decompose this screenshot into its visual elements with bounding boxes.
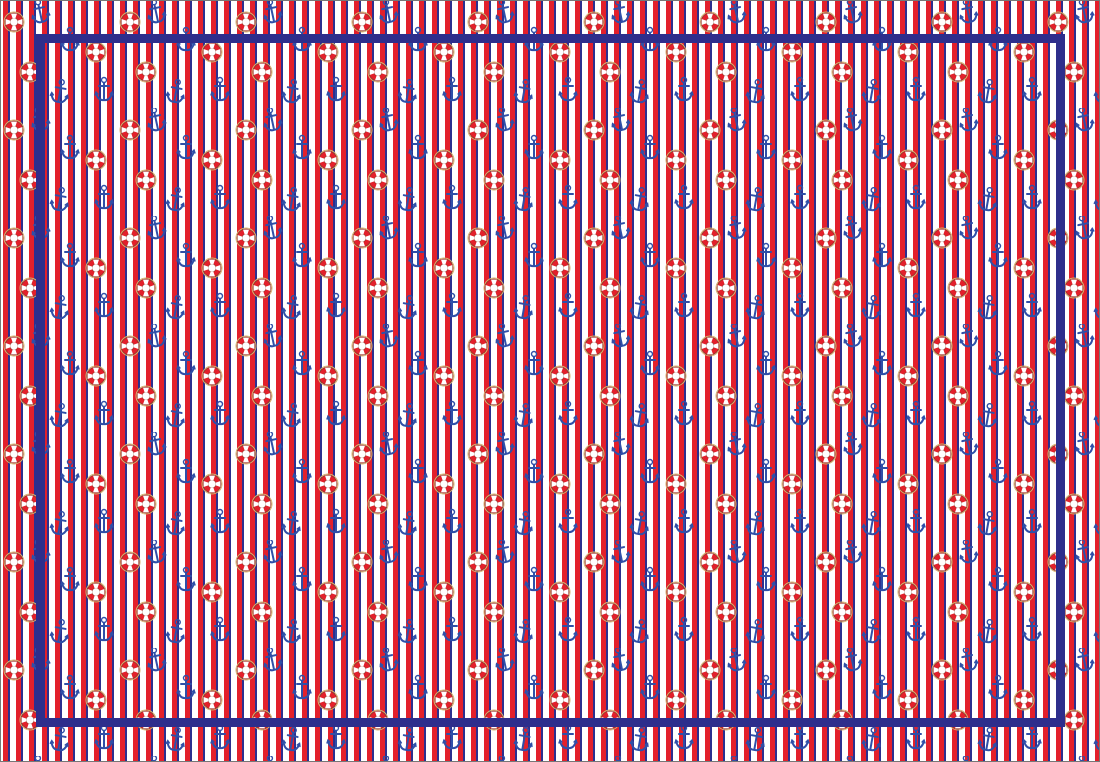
frame-border <box>36 34 1065 727</box>
